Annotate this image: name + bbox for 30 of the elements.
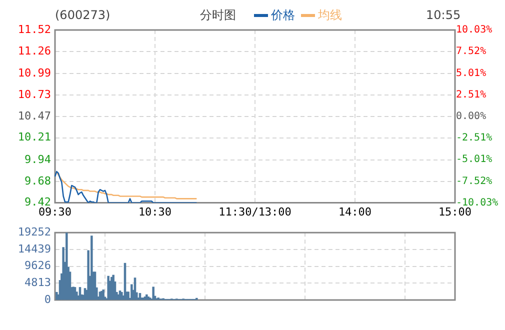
- y-tick-label: 11.52: [18, 22, 51, 36]
- y-tick-label: 9626: [24, 259, 51, 272]
- y-tick-label: 9.68: [24, 174, 51, 188]
- x-tick-label: 09:30: [38, 205, 72, 218]
- y-tick-label: 10.99: [18, 66, 51, 80]
- y-tick-label: 14439: [18, 242, 51, 256]
- y-tick-label: 10.21: [18, 130, 51, 144]
- y-tick-label: 10.47: [18, 109, 51, 122]
- y-tick-label: 9.94: [24, 152, 52, 166]
- y2-tick-label: 5.01%: [456, 68, 486, 79]
- y2-tick-label: 7.52%: [456, 46, 486, 58]
- x-tick-label: 11:30/13:00: [218, 205, 292, 218]
- text: 10:55: [426, 8, 461, 22]
- y2-tick-label: 2.51%: [456, 89, 486, 100]
- y2-tick-label: 10.03%: [456, 24, 492, 36]
- y2-tick-label: -7.52%: [456, 176, 492, 187]
- y-tick-label: 11.26: [18, 44, 51, 58]
- legend-label: 均线: [317, 8, 342, 22]
- chart-title: 分时图: [200, 8, 236, 22]
- y-tick-label: 10.73: [18, 88, 51, 101]
- legend-label: 价格: [270, 8, 295, 22]
- y-tick-label: 0: [44, 292, 51, 306]
- y2-tick-label: -2.51%: [456, 132, 492, 144]
- y2-tick-label: -5.01%: [456, 154, 492, 166]
- x-tick-label: 10:30: [138, 205, 172, 218]
- y-tick-label: 4813: [24, 276, 51, 290]
- text: (600273): [55, 8, 110, 22]
- x-tick-label: 14:00: [338, 205, 372, 218]
- y2-tick-label: 0.00%: [456, 110, 486, 122]
- y-tick-label: 19252: [18, 225, 51, 238]
